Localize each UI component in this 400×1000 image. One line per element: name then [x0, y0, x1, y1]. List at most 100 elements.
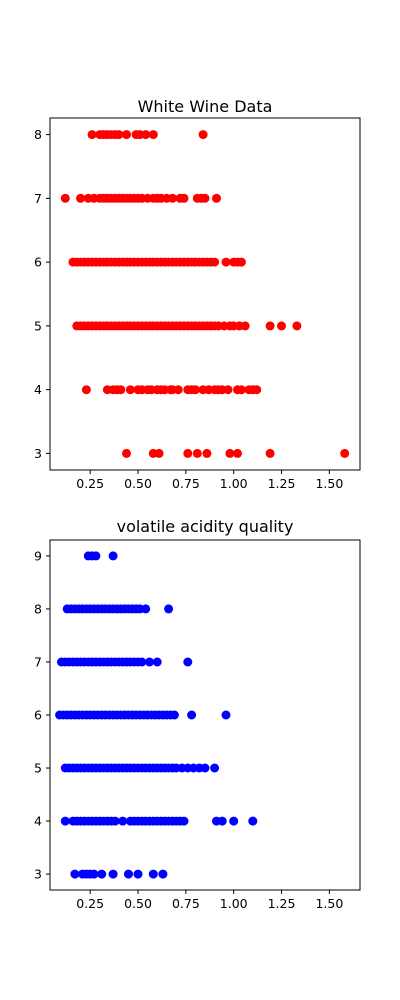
data-point	[236, 385, 246, 395]
data-point	[124, 869, 133, 879]
data-point	[133, 869, 143, 879]
y-tick-label: 5	[34, 761, 42, 776]
data-point	[118, 816, 128, 826]
y-tick-label: 9	[34, 548, 42, 563]
y-tick-label: 8	[34, 601, 42, 616]
chart-white-wine: White Wine Data 0.25 0.50 0.75 1.00 1.25 1.50…	[34, 97, 361, 491]
data-point	[229, 816, 239, 826]
data-point	[122, 130, 131, 140]
data-point	[76, 193, 86, 203]
data-point	[240, 321, 250, 331]
data-point	[248, 816, 258, 826]
data-point	[164, 604, 174, 614]
data-point	[158, 869, 168, 879]
data-point	[110, 816, 120, 826]
data-point	[179, 816, 189, 826]
data-point	[89, 869, 99, 879]
data-point	[87, 130, 97, 140]
data-point	[221, 710, 231, 720]
data-point	[60, 193, 70, 203]
data-point	[187, 710, 197, 720]
data-point	[200, 763, 210, 773]
data-point	[265, 448, 275, 458]
data-point	[60, 816, 70, 826]
data-point	[122, 448, 131, 458]
points-layer	[60, 130, 350, 458]
data-point	[145, 657, 154, 667]
y-tick-label: 6	[34, 255, 42, 270]
data-point	[233, 448, 242, 458]
chart-volatile-acidity: volatile acidity quality 0.25 0.50 0.75 1.0…	[34, 517, 361, 911]
data-point	[179, 193, 189, 203]
data-point	[217, 816, 227, 826]
data-point	[202, 448, 212, 458]
data-point	[141, 604, 151, 614]
data-point	[252, 385, 262, 395]
plot-frame	[49, 117, 361, 471]
data-point	[125, 385, 135, 395]
data-point	[223, 385, 233, 395]
data-point	[168, 193, 177, 203]
ticks-layer: 0.25 0.50 0.75 1.00 1.25 1.50 3 4 5 6 7 8	[34, 127, 343, 491]
data-point	[154, 448, 164, 458]
data-point	[70, 869, 80, 879]
data-point	[183, 657, 193, 667]
data-point	[221, 257, 231, 267]
y-tick-label: 3	[34, 446, 42, 461]
data-point	[192, 448, 202, 458]
x-tick-label: 0.25	[76, 896, 104, 911]
data-point	[114, 130, 124, 140]
y-tick-label: 7	[34, 191, 42, 206]
x-tick-label: 0.50	[124, 896, 152, 911]
data-point	[91, 551, 101, 561]
data-point	[225, 448, 235, 458]
data-point	[292, 321, 302, 331]
y-tick-label: 4	[34, 814, 42, 829]
data-point	[81, 385, 91, 395]
data-point	[210, 763, 220, 773]
plot-frame	[49, 539, 361, 891]
x-tick-label: 0.75	[172, 476, 200, 491]
x-tick-label: 0.75	[172, 896, 200, 911]
y-tick-label: 3	[34, 867, 42, 882]
data-point	[108, 551, 118, 561]
y-tick-label: 6	[34, 708, 42, 723]
data-point	[190, 385, 200, 395]
data-point	[265, 321, 275, 331]
x-tick-label: 1.25	[268, 896, 296, 911]
data-point	[152, 657, 162, 667]
data-point	[148, 130, 158, 140]
chart-title: volatile acidity quality	[117, 517, 294, 536]
data-point	[173, 385, 183, 395]
data-point	[148, 869, 158, 879]
data-point	[97, 869, 107, 879]
data-point	[340, 448, 350, 458]
y-tick-label: 4	[34, 382, 42, 397]
x-tick-label: 1.50	[315, 896, 343, 911]
data-point	[183, 448, 193, 458]
data-point	[210, 257, 220, 267]
x-tick-label: 1.50	[315, 476, 343, 491]
points-layer	[55, 551, 258, 879]
x-tick-label: 1.00	[220, 896, 248, 911]
data-point	[169, 710, 179, 720]
x-tick-label: 1.25	[268, 476, 296, 491]
x-tick-label: 1.00	[220, 476, 248, 491]
data-point	[236, 257, 246, 267]
ticks-layer: 0.25 0.50 0.75 1.00 1.25 1.50 3 4 5 6 7 8 9	[34, 548, 343, 911]
data-point	[200, 193, 210, 203]
y-tick-label: 5	[34, 318, 42, 333]
y-tick-label: 7	[34, 654, 42, 669]
data-point	[116, 385, 126, 395]
data-point	[108, 869, 118, 879]
data-point	[277, 321, 286, 331]
data-point	[198, 130, 208, 140]
y-tick-label: 8	[34, 127, 42, 142]
x-tick-label: 0.50	[124, 476, 152, 491]
data-point	[137, 657, 147, 667]
x-tick-label: 0.25	[76, 476, 104, 491]
data-point	[141, 130, 151, 140]
chart-title: White Wine Data	[138, 97, 273, 116]
data-point	[212, 193, 221, 203]
